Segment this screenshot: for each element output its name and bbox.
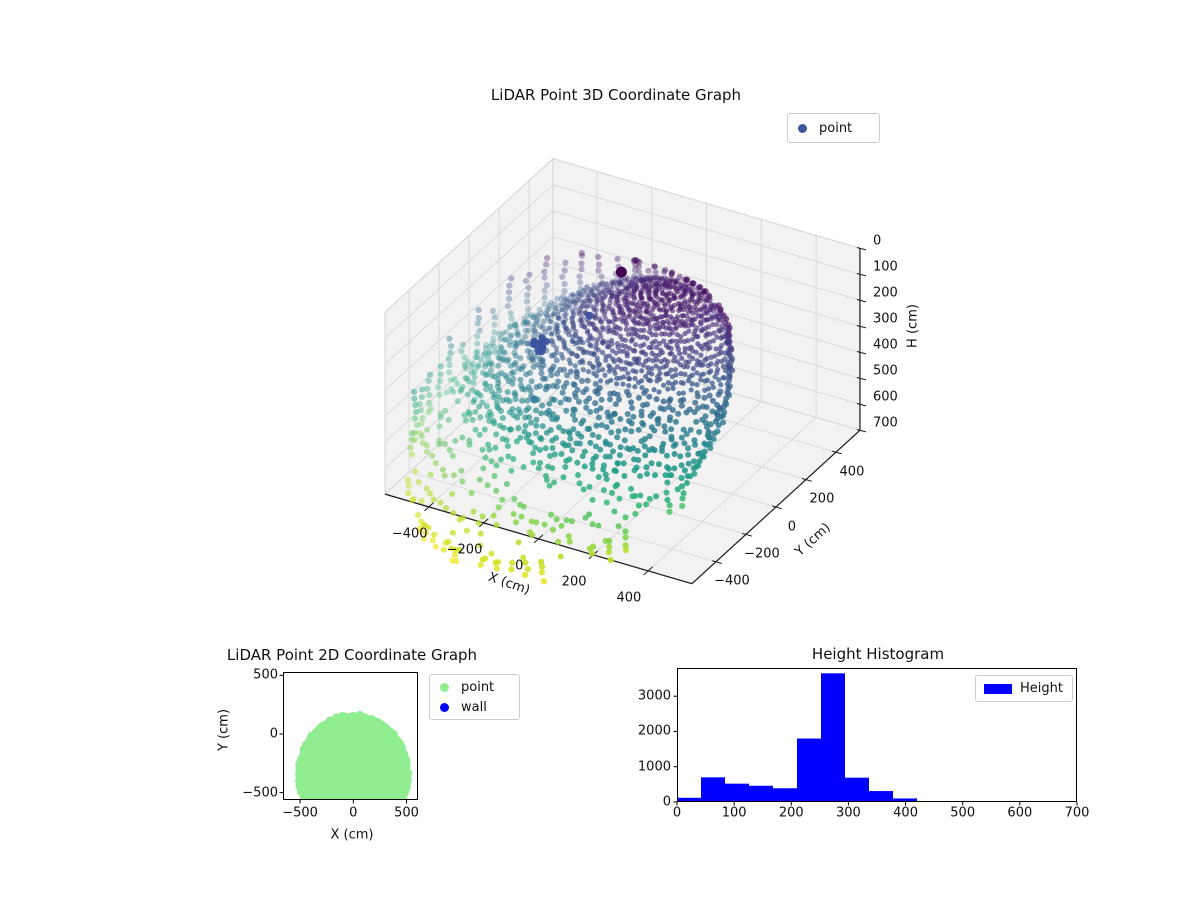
- tick-label: −400: [714, 573, 750, 589]
- plot2d-legend-row-point: point: [430, 677, 519, 697]
- tick-label: −500: [282, 805, 318, 821]
- tick-label: 0: [662, 794, 671, 810]
- tick-label: 0: [872, 233, 882, 249]
- tick-label: −400: [391, 526, 428, 542]
- tick-label: 3000: [637, 688, 671, 704]
- histogram-legend-label: Height: [1020, 681, 1063, 696]
- tick-label: 700: [872, 415, 898, 431]
- plot2d-title: LiDAR Point 2D Coordinate Graph: [226, 646, 478, 664]
- tick-label: 400: [893, 805, 918, 821]
- tick-label: 600: [1007, 805, 1033, 821]
- tick-label: 500: [253, 667, 278, 683]
- tick-label: 200: [778, 805, 804, 821]
- tick-label: 0: [269, 726, 278, 742]
- tick-label: 100: [872, 259, 898, 275]
- tick-label: 700: [1064, 805, 1090, 821]
- tick-label: 0: [672, 805, 682, 821]
- tick-label: 200: [561, 574, 587, 590]
- tick-label: 0: [515, 558, 524, 574]
- plot3d-title: LiDAR Point 3D Coordinate Graph: [490, 86, 742, 104]
- point-marker-icon: [440, 682, 449, 692]
- tick-label: 100: [721, 805, 747, 821]
- tick-label: 400: [616, 590, 642, 606]
- point-marker-icon: [798, 123, 807, 133]
- tick-label: 500: [394, 805, 419, 821]
- plot3d-legend: point: [787, 113, 880, 143]
- tick-label: 1000: [637, 759, 671, 775]
- tick-label: 0: [349, 805, 358, 821]
- plot2d-yaxis-label: Y (cm): [216, 708, 232, 752]
- plot3d-zaxis-label: H (cm): [905, 304, 921, 348]
- tick-label: 300: [872, 311, 898, 327]
- tick-label: −200: [446, 542, 483, 558]
- tick-label: 500: [872, 363, 898, 379]
- tick-label: 400: [872, 337, 898, 353]
- tick-label: 300: [836, 805, 861, 821]
- tick-label: 0: [787, 519, 797, 535]
- histogram-legend-row: Height: [976, 679, 1072, 699]
- tick-label: 600: [872, 389, 898, 405]
- tick-label: −500: [242, 785, 278, 801]
- tick-label: −200: [744, 546, 780, 562]
- plot2d-legend: point wall: [429, 674, 520, 720]
- tick-label: 500: [950, 805, 976, 821]
- plot3d-legend-label: point: [819, 120, 853, 136]
- plot2d-xaxis-label: X (cm): [330, 827, 374, 843]
- histogram-title: Height Histogram: [811, 645, 945, 663]
- plot2d-legend-label-point: point: [461, 679, 495, 695]
- wall-marker-icon: [440, 702, 449, 712]
- histogram-legend: Height: [975, 675, 1073, 702]
- tick-label: 2000: [637, 723, 671, 739]
- tick-label: 400: [839, 464, 865, 480]
- height-bar-swatch-icon: [984, 683, 1012, 694]
- tick-label: 200: [872, 285, 898, 301]
- tick-label: 200: [809, 491, 835, 507]
- plot2d-legend-row-wall: wall: [430, 697, 519, 717]
- plot2d-legend-label-wall: wall: [461, 699, 487, 715]
- plot3d-legend-row: point: [788, 118, 879, 138]
